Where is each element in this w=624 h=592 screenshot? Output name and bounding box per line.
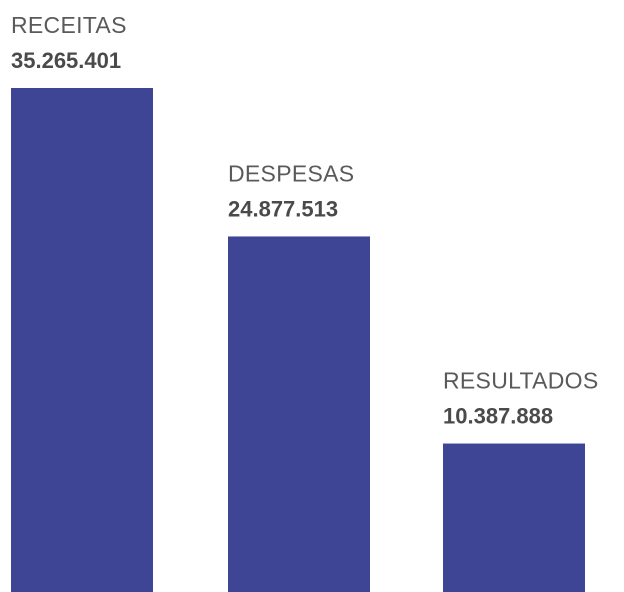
bar-receitas: [11, 88, 153, 592]
value-label-resultados: 10.387.888: [443, 404, 553, 429]
bar-resultados: [443, 443, 585, 592]
category-label-resultados: RESULTADOS: [443, 368, 599, 394]
bar-despesas: [228, 236, 370, 592]
category-label-receitas: RECEITAS: [11, 12, 127, 38]
category-label-despesas: DESPESAS: [228, 160, 354, 186]
value-label-receitas: 35.265.401: [11, 48, 121, 73]
value-label-despesas: 24.877.513: [228, 196, 338, 221]
